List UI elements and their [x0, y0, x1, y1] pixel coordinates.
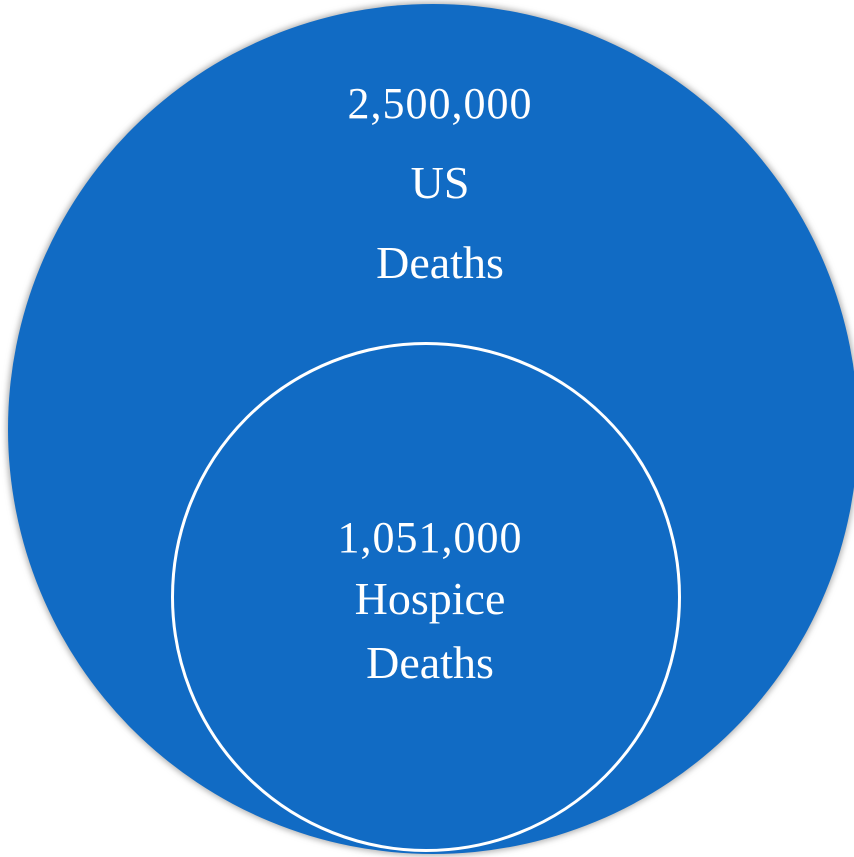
hospice-deaths-count: 1,051,000: [337, 513, 523, 562]
us-deaths-label-line1: US: [410, 157, 470, 208]
us-deaths-label-line2: Deaths: [376, 237, 504, 288]
hospice-deaths-label-line1: Hospice: [354, 573, 506, 624]
hospice-deaths-circle: [171, 342, 681, 852]
us-deaths-count: 2,500,000: [347, 79, 533, 128]
hospice-deaths-label-line2: Deaths: [366, 637, 494, 688]
